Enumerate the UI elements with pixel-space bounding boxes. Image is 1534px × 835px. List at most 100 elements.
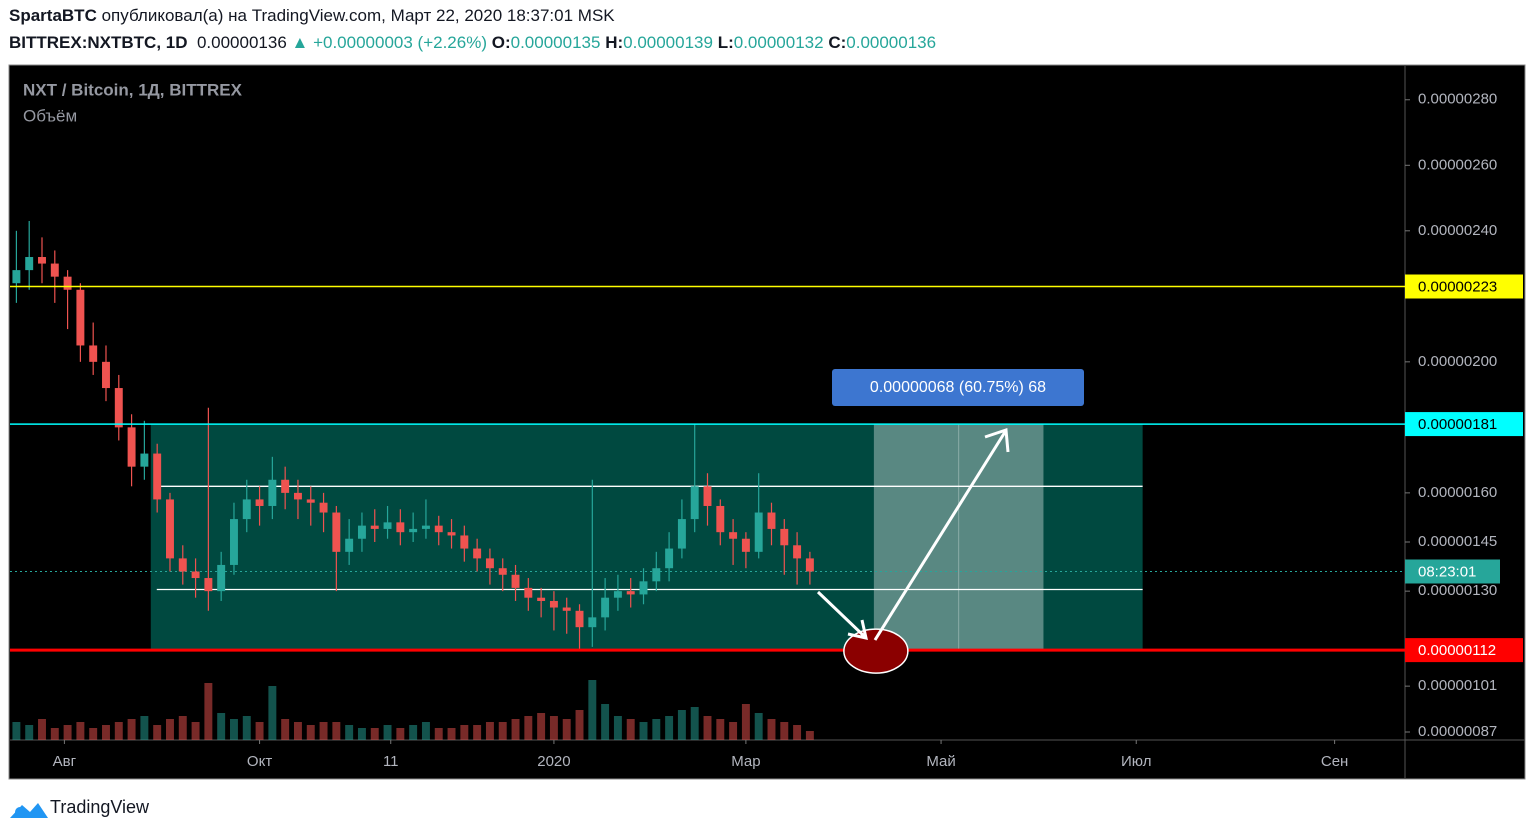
x-tick-label: Сен xyxy=(1321,753,1348,770)
volume-bar xyxy=(102,725,110,740)
candle-body xyxy=(460,535,469,549)
volume-bar xyxy=(549,716,558,740)
volume-bar xyxy=(12,722,21,740)
candle-body xyxy=(421,525,430,529)
candle-body xyxy=(178,558,187,572)
volume-bar xyxy=(601,704,610,740)
candle-body xyxy=(319,502,328,513)
candle-body xyxy=(588,617,597,628)
candle-body xyxy=(729,532,738,539)
channel-box xyxy=(150,424,1143,651)
volume-bar xyxy=(805,731,814,740)
candle-body xyxy=(114,388,123,428)
last-price-box xyxy=(1405,559,1500,584)
volume-bar xyxy=(114,722,123,740)
volume-bar xyxy=(767,719,776,740)
y-tick-label: 0.00000130 xyxy=(1418,582,1497,599)
y-tick-label: 0.00000101 xyxy=(1418,677,1497,694)
y-tick-label: 0.00000280 xyxy=(1418,91,1497,108)
candle-body xyxy=(396,522,405,533)
candle-body xyxy=(255,499,264,506)
candle-body xyxy=(409,528,418,533)
candle-body xyxy=(549,600,558,608)
candle-body xyxy=(293,492,302,500)
c-label: C: xyxy=(828,33,847,52)
y-tick-label: 0.00000160 xyxy=(1418,484,1497,501)
x-tick-label: 2020 xyxy=(537,753,570,770)
published: опубликовал(а) на TradingView.com, Март … xyxy=(101,6,615,25)
volume-bar xyxy=(383,725,392,740)
candle-body xyxy=(63,276,72,290)
volume-bar xyxy=(281,719,290,740)
candle-body xyxy=(127,427,136,467)
volume-bar xyxy=(613,716,622,740)
candle-body xyxy=(268,479,277,506)
l-value: 0.00000132 xyxy=(733,33,824,52)
volume-bar xyxy=(524,716,533,740)
position-label: 0.00000068 (60.75%) 68 xyxy=(870,379,1046,396)
level-label-box xyxy=(1405,274,1523,299)
volume-bar xyxy=(485,722,494,740)
x-tick-label: Окт xyxy=(247,753,272,770)
volume-bar xyxy=(460,725,469,740)
volume-bar xyxy=(89,728,98,740)
footer-brand: TradingView xyxy=(50,797,150,817)
volume-bar xyxy=(25,725,34,740)
volume-bar xyxy=(127,719,136,740)
volume-bar xyxy=(537,713,546,740)
candle-body xyxy=(230,519,238,565)
y-tick-label: 0.00000200 xyxy=(1418,353,1497,370)
candle-body xyxy=(447,532,456,536)
candle-body xyxy=(25,257,34,271)
candle-body xyxy=(50,263,59,277)
candle-body xyxy=(140,453,149,467)
volume-bar xyxy=(652,719,661,740)
candle-body xyxy=(575,610,584,628)
candle-body xyxy=(38,257,46,264)
c-value: 0.00000136 xyxy=(846,33,937,52)
volume-bar xyxy=(153,725,162,740)
position-label-box xyxy=(832,369,1084,406)
last: 0.00000136 xyxy=(196,33,287,52)
y-tick-label: 0.00000240 xyxy=(1418,222,1497,239)
chart-background xyxy=(8,64,1526,780)
volume-bar xyxy=(626,719,635,740)
candle-body xyxy=(485,558,494,569)
drawings-over: 0.00000068 (60.75%) 68 xyxy=(10,285,1405,674)
volume-bar xyxy=(793,725,802,740)
o-value: 0.00000135 xyxy=(510,33,601,52)
arrow-down xyxy=(816,590,868,640)
candle-body xyxy=(166,499,174,559)
volume-bar xyxy=(562,719,571,740)
candle-body xyxy=(89,345,98,362)
candle-body xyxy=(357,525,366,539)
volume-bar xyxy=(409,725,418,740)
chart-title: NXT / Bitcoin, 1Д, BITTREX xyxy=(23,80,243,99)
volume-bar xyxy=(76,722,85,740)
arrow-up xyxy=(873,427,1010,641)
volume-bar xyxy=(370,728,379,740)
volume-bar xyxy=(332,722,341,740)
candle-body xyxy=(601,597,610,618)
candle-body xyxy=(383,522,392,529)
y-tick-label: 0.00000087 xyxy=(1418,723,1497,740)
level-label: 0.00000223 xyxy=(1418,278,1497,295)
volume-bar xyxy=(434,728,443,740)
volume-bar xyxy=(140,716,149,740)
volume-bar xyxy=(716,719,725,740)
candle-body xyxy=(473,548,482,559)
candle-body xyxy=(793,545,802,559)
volume-bar xyxy=(166,719,174,740)
volume-bar xyxy=(780,722,789,740)
candle-body xyxy=(242,499,251,520)
candle-body xyxy=(217,564,226,592)
candle-body xyxy=(511,574,520,588)
candle-body xyxy=(76,289,85,346)
volume-bar xyxy=(63,725,72,740)
volume-bar xyxy=(50,728,59,740)
volume-bar xyxy=(204,683,213,740)
volume-bar xyxy=(242,716,251,740)
header-line: BITTREX:NXTBTC, 1D 0.00000136 ▲ +0.00000… xyxy=(9,33,936,53)
candle-body xyxy=(332,512,341,552)
